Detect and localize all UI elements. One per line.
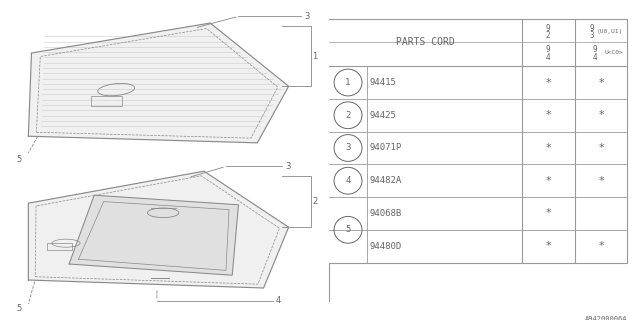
Text: 4: 4 (546, 53, 550, 62)
Text: A942000064: A942000064 (585, 316, 627, 320)
Text: 9: 9 (593, 45, 597, 54)
Text: *: * (545, 143, 551, 153)
Text: *: * (545, 176, 551, 186)
Text: 1: 1 (346, 78, 351, 87)
Text: 5: 5 (346, 225, 351, 234)
Text: 2: 2 (546, 31, 550, 40)
Text: 9: 9 (546, 24, 550, 34)
Text: 3: 3 (346, 143, 351, 153)
Text: 4: 4 (276, 296, 282, 305)
Text: *: * (545, 77, 551, 87)
Polygon shape (69, 195, 239, 275)
Text: *: * (598, 110, 604, 120)
Polygon shape (28, 23, 289, 143)
Text: 94068B: 94068B (370, 209, 402, 218)
Text: PARTS CORD: PARTS CORD (396, 37, 455, 47)
Text: (U0,U1): (U0,U1) (597, 29, 623, 35)
Text: 94425: 94425 (370, 111, 397, 120)
Text: 5: 5 (16, 304, 22, 313)
Text: 4: 4 (346, 176, 351, 185)
Text: *: * (545, 110, 551, 120)
Text: 94071P: 94071P (370, 143, 402, 153)
Text: 2: 2 (346, 111, 351, 120)
Text: *: * (545, 241, 551, 251)
Text: 9: 9 (589, 24, 594, 34)
Text: *: * (545, 208, 551, 219)
Text: *: * (598, 176, 604, 186)
Text: 94480D: 94480D (370, 242, 402, 251)
Text: 1: 1 (312, 52, 317, 61)
Text: *: * (598, 77, 604, 87)
Text: 3: 3 (305, 12, 310, 21)
Text: 4: 4 (593, 53, 597, 62)
Text: *: * (598, 241, 604, 251)
Text: *: * (598, 143, 604, 153)
Text: 5: 5 (16, 155, 22, 164)
Text: 2: 2 (312, 197, 317, 206)
Text: 94415: 94415 (370, 78, 397, 87)
Text: 9: 9 (546, 45, 550, 54)
Text: 3: 3 (285, 162, 291, 171)
Text: 3: 3 (589, 31, 594, 40)
Text: 94482A: 94482A (370, 176, 402, 185)
Text: U<C0>: U<C0> (604, 50, 623, 55)
Polygon shape (28, 171, 289, 288)
